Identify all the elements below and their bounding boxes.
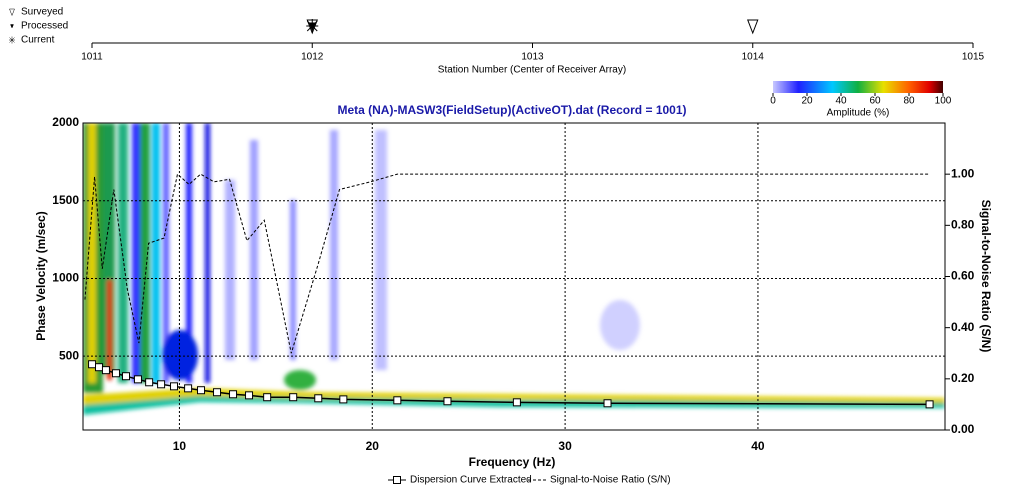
curve-point [95,363,104,372]
curve-point [925,400,934,409]
x-tick-label: 10 [173,439,187,453]
legend-label: Surveyed [21,7,63,18]
y2-axis-label: Signal-to-Noise Ratio (S/N) [979,200,993,353]
x-tick-label: 30 [558,439,572,453]
curve-point [111,369,120,378]
curve-point [289,393,298,402]
curve-point [197,386,206,395]
curve-point [443,397,452,406]
station-tick-label: 1012 [301,52,324,63]
colorbar [773,81,943,93]
curve-point [101,366,110,375]
y2-tick-label: 1.00 [951,166,975,180]
legend-symbol [10,24,14,29]
plot-frame [82,122,946,431]
curve-point [339,395,348,404]
legend-symbol [393,476,401,484]
y2-tick-label: 0.80 [951,218,975,232]
colorbar-tick-label: 60 [869,96,881,107]
station-tick-label: 1011 [81,52,103,63]
y2-tick-label: 0.60 [951,269,975,283]
curve-point [213,388,222,397]
dispersion-image [83,123,945,415]
station-axis-label: Station Number (Center of Receiver Array… [438,65,626,76]
station-marker [747,19,759,35]
curve-point [157,380,166,389]
y2-tick-label: 0.00 [951,422,975,436]
curve-point [133,375,142,384]
colorbar-tick-label: 20 [801,96,813,107]
curve-point [88,360,97,369]
y2-tick-label: 0.20 [951,371,975,385]
curve-point [263,393,272,402]
curve-point [245,391,254,400]
x-tick-label: 20 [366,439,380,453]
curve-point [603,399,612,408]
colorbar-tick-label: 40 [835,96,847,107]
curve-point [145,378,154,387]
legend-label: Current [21,35,55,46]
colorbar-tick-label: 80 [903,96,915,107]
chart-title: Meta (NA)-MASW3(FieldSetup)(ActiveOT).da… [337,103,686,117]
station-tick-label: 1015 [962,52,985,63]
curve-point [393,396,402,405]
curve-point [184,384,193,393]
y-tick-label: 1000 [52,271,79,285]
curve-point [314,394,323,403]
x-tick-label: 40 [751,439,765,453]
colorbar-tick-label: 100 [935,96,952,107]
legend-symbol [9,8,15,17]
colorbar-tick-label: 0 [770,96,776,107]
y-tick-label: 500 [59,348,79,362]
legend-label: Dispersion Curve Extracted [410,475,532,486]
station-tick-label: 1014 [742,52,765,63]
legend-symbol [9,36,15,44]
curve-point [512,398,521,407]
station-tick-label: 1013 [521,52,544,63]
colorbar-label: Amplitude (%) [827,108,890,119]
legend-label: Processed [21,21,68,32]
station-marker [306,19,319,33]
y-tick-label: 2000 [52,115,79,129]
curve-point [229,390,238,399]
x-axis-label: Frequency (Hz) [469,455,556,469]
y-axis-label: Phase Velocity (m/sec) [34,211,48,340]
sn-line [84,173,930,354]
legend-label: Signal-to-Noise Ratio (S/N) [550,475,671,486]
curve-point [170,382,179,391]
y-tick-label: 1500 [52,193,79,207]
y2-tick-label: 0.40 [951,320,975,334]
curve-point [122,372,131,381]
